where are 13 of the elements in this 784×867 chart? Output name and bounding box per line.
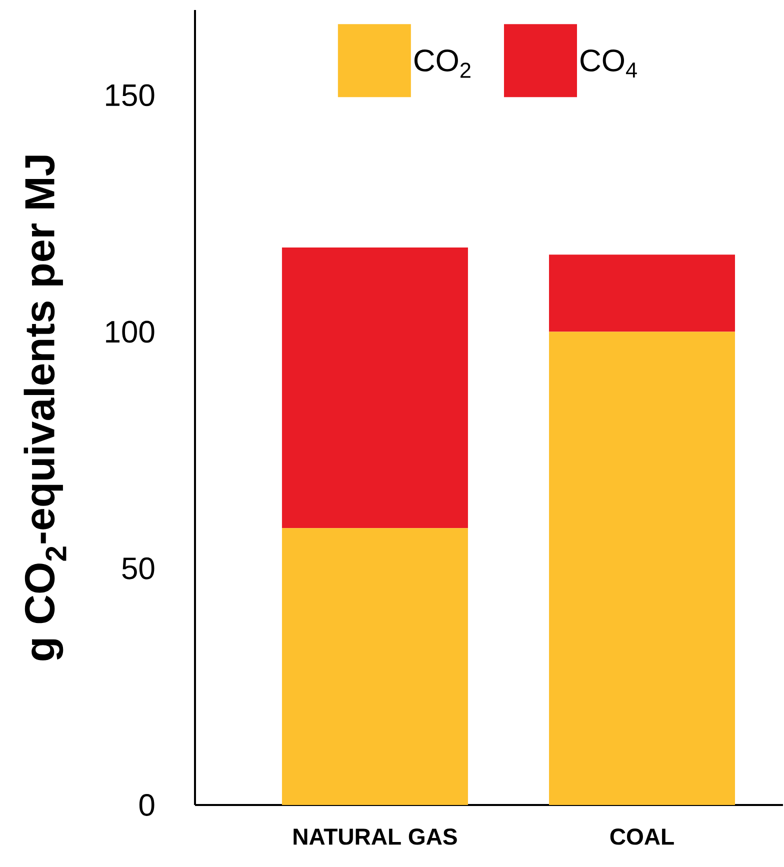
bar [282,528,468,805]
text: g CO$_{2}$-equivalents per MJ [24,156,66,660]
y-tick-label: 0 [139,794,154,816]
bar [549,254,735,332]
bar [282,248,468,528]
x-tick-label: COAL [610,828,674,845]
bar [549,332,735,805]
y-tick-label: 150 [106,84,154,106]
y-tick-label: 100 [106,320,154,343]
legend-label: CO$_{4}$ [580,50,637,78]
y-tick-label: 50 [122,557,154,580]
x-tick-label: NATURAL GAS [294,828,457,845]
legend-label: CO$_{2}$ [414,50,470,78]
